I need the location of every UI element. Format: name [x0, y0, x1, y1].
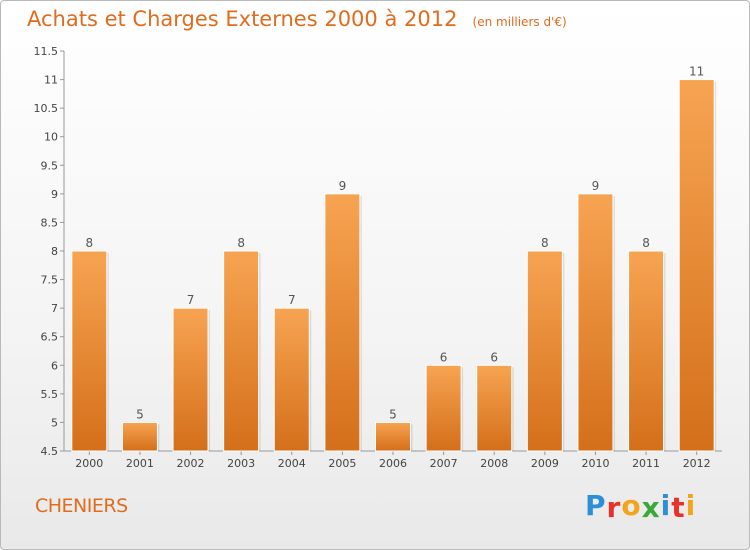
data-label: 5	[136, 407, 144, 421]
brand-letter: i	[660, 489, 672, 522]
x-tick-label: 2010	[581, 457, 609, 470]
data-label: 6	[440, 350, 448, 364]
y-tick-label: 10.5	[34, 102, 59, 115]
bar-2005	[324, 193, 361, 452]
x-tick-label: 2002	[177, 457, 205, 470]
data-label: 8	[541, 236, 549, 250]
y-tick-label: 8.5	[41, 216, 59, 229]
y-tick-label: 6.5	[41, 331, 59, 344]
x-tick-label: 2009	[531, 457, 559, 470]
x-tick-label: 2001	[126, 457, 154, 470]
bar-2004	[273, 307, 310, 452]
data-label: 11	[689, 65, 704, 79]
data-label: 8	[642, 236, 650, 250]
y-tick-label: 6	[51, 359, 58, 372]
x-tick-label: 2011	[632, 457, 660, 470]
chart-title: Achats et Charges Externes 2000 à 2012	[27, 7, 458, 31]
brand-letter: P	[585, 489, 607, 522]
bars	[71, 79, 717, 452]
x-tick-label: 2004	[278, 457, 306, 470]
data-label: 7	[187, 293, 195, 307]
chart-subtitle: (en milliers d'€)	[472, 15, 567, 29]
data-label: 6	[490, 350, 498, 364]
brand-letter: t	[671, 491, 686, 524]
y-tick-label: 11.5	[34, 45, 59, 58]
labels: 2000 8 2001 5 2002 7 2003 8 2004 7 2005 9 2006 5 2007 6…	[75, 65, 710, 470]
bar-2003	[223, 250, 260, 452]
bar-2000	[71, 250, 108, 452]
brand-logo: Proxiti	[585, 489, 697, 524]
bar-2009	[526, 250, 563, 452]
bar-2012	[678, 79, 715, 452]
bar-2006	[375, 421, 411, 452]
bar-2002	[172, 307, 209, 452]
data-label: 5	[389, 407, 397, 421]
axes: 4.5 5 5.5 6 6.5 7 7.5 8 8.5 9 9.5 10 10.5 11 11.5	[34, 45, 722, 458]
y-tick-label: 7	[51, 302, 58, 315]
x-tick-label: 2005	[328, 457, 356, 470]
bar-2007	[425, 364, 462, 452]
data-label: 9	[592, 179, 600, 193]
y-tick-label: 7.5	[41, 274, 59, 287]
commune-name: CHENIERS	[35, 495, 128, 517]
data-label: 9	[339, 179, 347, 193]
x-tick-label: 2008	[480, 457, 508, 470]
brand-letter: x	[641, 491, 661, 524]
brand-letter: o	[621, 489, 642, 522]
y-tick-label: 5	[51, 416, 58, 429]
y-tick-label: 9.5	[41, 159, 59, 172]
x-tick-label: 2007	[430, 457, 458, 470]
bar-2001	[121, 421, 158, 452]
y-tick-label: 4.5	[41, 445, 59, 458]
data-label: 8	[237, 236, 245, 250]
y-tick-label: 11	[44, 74, 58, 87]
y-tick-label: 8	[51, 245, 58, 258]
x-tick-label: 2006	[379, 457, 407, 470]
y-tick-label: 10	[44, 131, 58, 144]
x-tick-label: 2003	[227, 457, 255, 470]
bar-2011	[628, 250, 665, 452]
y-tick-label: 9	[51, 188, 58, 201]
brand-letter: i	[685, 489, 697, 522]
data-label: 8	[85, 236, 93, 250]
bar-2008	[476, 364, 513, 452]
title-row: Achats et Charges Externes 2000 à 2012 (…	[27, 7, 567, 31]
brand-letter: r	[606, 491, 622, 524]
x-tick-label: 2000	[75, 457, 103, 470]
bar-2010	[577, 193, 614, 452]
data-label: 7	[288, 293, 296, 307]
y-tick-label: 5.5	[41, 388, 59, 401]
x-tick-label: 2012	[683, 457, 711, 470]
